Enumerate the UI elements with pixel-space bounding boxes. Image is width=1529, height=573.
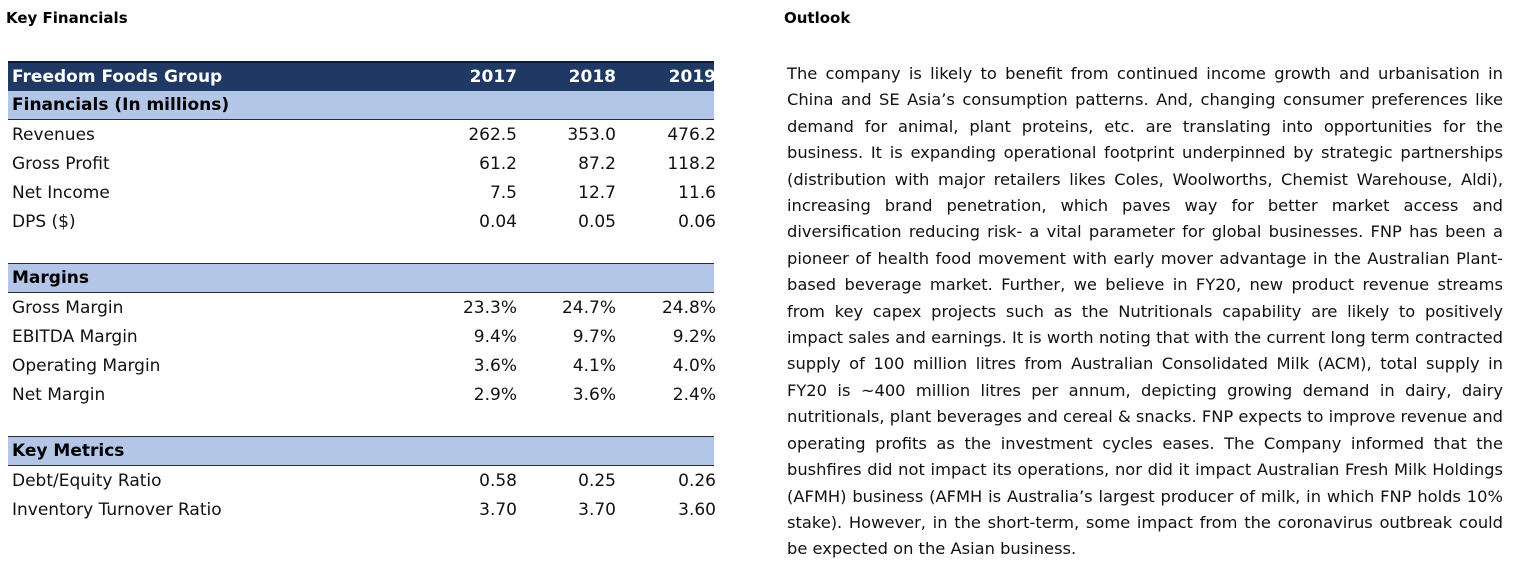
cell-value: 23.3% — [462, 297, 517, 318]
table-row: DPS ($) 0.04 0.05 0.06 — [8, 207, 716, 236]
outlook-heading: Outlook — [784, 9, 851, 27]
section-spacer — [8, 409, 714, 436]
cell-value: 24.8% — [661, 297, 716, 318]
table-header-row: Freedom Foods Group 2017 2018 2019 — [8, 61, 716, 91]
cell-value: 0.06 — [678, 211, 716, 232]
table-row: Net Income 7.5 12.7 11.6 — [8, 178, 716, 207]
row-label: Gross Profit — [12, 153, 110, 174]
table-row: Operating Margin 3.6% 4.1% 4.0% — [8, 351, 716, 380]
section-header-financials: Financials (In millions) — [8, 91, 714, 120]
company-name: Freedom Foods Group — [12, 67, 223, 87]
cell-value: 2.4% — [672, 384, 716, 405]
cell-value: 11.6 — [678, 182, 716, 203]
cell-value: 24.7% — [561, 297, 616, 318]
row-label: Revenues — [12, 124, 95, 145]
cell-value: 9.7% — [572, 326, 616, 347]
table-row: Revenues 262.5 353.0 476.2 — [8, 120, 716, 149]
cell-value: 476.2 — [667, 124, 716, 145]
cell-value: 3.70 — [578, 499, 616, 520]
row-label: Inventory Turnover Ratio — [12, 499, 222, 520]
table-row: Gross Profit 61.2 87.2 118.2 — [8, 149, 716, 178]
cell-value: 3.70 — [479, 499, 517, 520]
row-label: Gross Margin — [12, 297, 124, 318]
row-label: DPS ($) — [12, 211, 76, 232]
table-row: Gross Margin 23.3% 24.7% 24.8% — [8, 293, 716, 322]
section-spacer — [8, 236, 714, 263]
cell-value: 118.2 — [667, 153, 716, 174]
cell-value: 3.6% — [572, 384, 616, 405]
cell-value: 0.25 — [578, 470, 616, 491]
cell-value: 0.26 — [678, 470, 716, 491]
table-row: Inventory Turnover Ratio 3.70 3.70 3.60 — [8, 495, 716, 524]
cell-value: 87.2 — [578, 153, 616, 174]
year-header: 2019 — [668, 67, 716, 87]
cell-value: 12.7 — [578, 182, 616, 203]
cell-value: 4.0% — [672, 355, 716, 376]
cell-value: 61.2 — [479, 153, 517, 174]
year-header: 2018 — [568, 67, 616, 87]
outlook-paragraph: The company is likely to benefit from co… — [787, 64, 1503, 559]
section-header-key-metrics: Key Metrics — [8, 436, 714, 466]
cell-value: 9.4% — [473, 326, 517, 347]
row-label: Debt/Equity Ratio — [12, 470, 162, 491]
cell-value: 3.6% — [473, 355, 517, 376]
table-row: EBITDA Margin 9.4% 9.7% 9.2% — [8, 322, 716, 351]
key-financials-heading: Key Financials — [6, 9, 128, 27]
cell-value: 0.05 — [578, 211, 616, 232]
section-title: Key Metrics — [12, 441, 125, 461]
cell-value: 0.04 — [479, 211, 517, 232]
table-row: Net Margin 2.9% 3.6% 2.4% — [8, 380, 716, 409]
table-row: Debt/Equity Ratio 0.58 0.25 0.26 — [8, 466, 716, 495]
row-label: Net Income — [12, 182, 110, 203]
year-header: 2017 — [469, 67, 517, 87]
cell-value: 9.2% — [672, 326, 716, 347]
section-header-margins: Margins — [8, 263, 714, 293]
cell-value: 4.1% — [572, 355, 616, 376]
section-title: Margins — [12, 268, 89, 288]
row-label: Operating Margin — [12, 355, 161, 376]
cell-value: 0.58 — [479, 470, 517, 491]
cell-value: 3.60 — [678, 499, 716, 520]
cell-value: 2.9% — [473, 384, 517, 405]
section-title: Financials (In millions) — [12, 95, 230, 115]
key-financials-table: Freedom Foods Group 2017 2018 2019 Finan… — [8, 61, 716, 524]
row-label: EBITDA Margin — [12, 326, 138, 347]
row-label: Net Margin — [12, 384, 106, 405]
cell-value: 7.5 — [489, 182, 517, 203]
cell-value: 262.5 — [468, 124, 517, 145]
cell-value: 353.0 — [567, 124, 616, 145]
